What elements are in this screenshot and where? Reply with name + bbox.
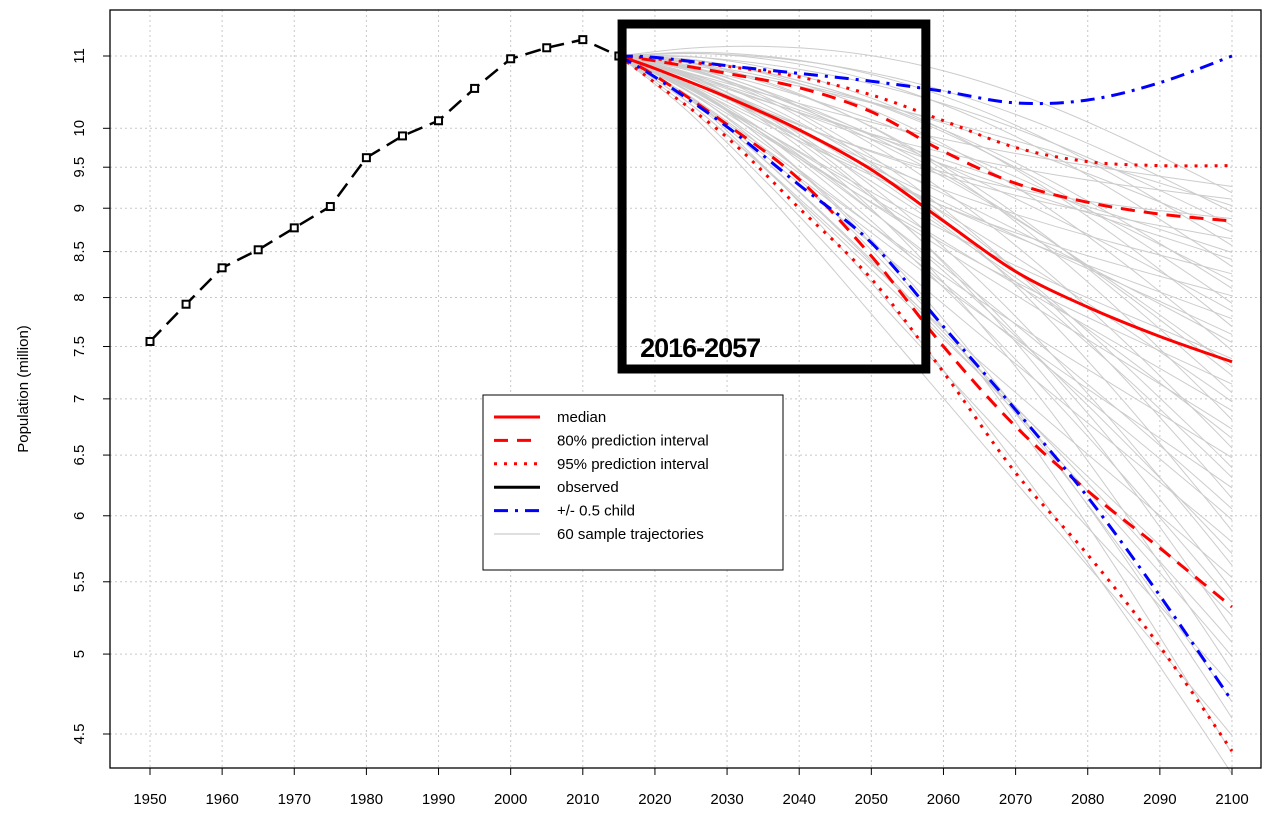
sample-trajectory-line — [618, 55, 1233, 403]
x-tick-label: 1980 — [350, 791, 383, 808]
sample-trajectory-line — [618, 55, 1233, 629]
sample-trajectory-line — [618, 55, 1233, 421]
sample-trajectory-line — [618, 55, 1233, 253]
sample-trajectory-line — [618, 55, 1233, 260]
sample-trajectory-line — [618, 55, 1233, 430]
x-tick-label: 2070 — [999, 791, 1032, 808]
y-tick-label: 7.5 — [71, 336, 88, 357]
y-tick-label: 9.5 — [71, 157, 88, 178]
sample-trajectory-line — [618, 55, 1233, 327]
legend-label: median — [557, 409, 606, 426]
observed-point — [289, 223, 299, 233]
observed-point — [434, 116, 444, 126]
observed-point — [397, 131, 407, 141]
series-line--0-5-child — [618, 54, 1234, 702]
y-axis-title: Population (million) — [15, 325, 32, 453]
legend-box — [482, 394, 784, 571]
observed-point — [542, 43, 552, 53]
sample-trajectory-line — [618, 55, 1233, 275]
x-tick-label: 2080 — [1071, 791, 1104, 808]
sample-trajectory-line — [618, 52, 1233, 268]
legend-label: 80% prediction interval — [557, 432, 709, 449]
x-tick-label: 1950 — [133, 791, 166, 808]
observed-point — [325, 202, 335, 212]
observed-point — [506, 54, 516, 64]
y-tick-label: 5.5 — [71, 571, 88, 592]
series-line-median — [618, 54, 1233, 364]
x-tick-label: 2060 — [927, 791, 960, 808]
sample-trajectory-line — [618, 55, 1233, 521]
legend-label: +/- 0.5 child — [557, 503, 635, 520]
x-tick-label: 1990 — [422, 791, 455, 808]
sample-trajectory-line — [618, 55, 1233, 687]
x-axis: 1950 1960 1970 1980 1990 2000 2010 2020 2030 2040… — [133, 768, 1249, 808]
y-tick-label: 9 — [71, 204, 88, 212]
observed-point — [181, 299, 191, 309]
series-line-95-prediction-interval — [618, 54, 1233, 168]
sample-trajectory-line — [618, 55, 1233, 736]
observed-point — [253, 245, 263, 255]
y-tick-label: 5 — [71, 650, 88, 658]
observed-point — [145, 336, 155, 346]
y-axis: 4.5 5 5.5 6 6.5 7 7.5 8 8.5 9 9.5 10 11 — [71, 48, 110, 744]
legend-label: observed — [557, 479, 619, 496]
y-tick-label: 8.5 — [71, 241, 88, 262]
legend-label: 95% prediction interval — [557, 456, 709, 473]
x-tick-label: 2040 — [783, 791, 816, 808]
y-tick-label: 10 — [71, 120, 88, 137]
x-tick-label: 2100 — [1215, 791, 1248, 808]
sample-trajectories — [618, 45, 1233, 775]
x-tick-label: 2010 — [566, 791, 599, 808]
sample-trajectory-line — [618, 55, 1233, 459]
sample-trajectory-line — [618, 55, 1233, 226]
series-line-80-prediction-interval — [618, 54, 1233, 223]
observed-point — [361, 153, 371, 163]
sample-trajectory-line — [618, 51, 1233, 247]
sample-trajectory-line — [618, 55, 1233, 187]
x-tick-label: 1970 — [278, 791, 311, 808]
sample-trajectory-line — [618, 45, 1233, 194]
x-tick-label: 2000 — [494, 791, 527, 808]
sample-trajectory-line — [618, 55, 1233, 289]
x-tick-label: 2090 — [1143, 791, 1176, 808]
sample-trajectory-line — [618, 55, 1233, 578]
y-tick-label: 4.5 — [71, 724, 88, 745]
series-lines — [149, 38, 1234, 752]
legend: median 80% prediction interval 95% predict… — [482, 394, 784, 571]
sample-trajectory-line — [618, 55, 1233, 412]
y-tick-label: 6 — [71, 512, 88, 520]
observed-point — [470, 83, 480, 93]
legend-label: 60 sample trajectories — [557, 526, 704, 543]
sample-trajectory-line — [618, 55, 1233, 207]
y-tick-label: 8 — [71, 293, 88, 301]
y-tick-label: 11 — [71, 48, 88, 64]
x-tick-label: 1960 — [205, 791, 238, 808]
sample-trajectory-line — [618, 55, 1233, 312]
y-tick-label: 7 — [71, 395, 88, 403]
sample-trajectory-line — [618, 55, 1233, 233]
highlight-rectangle — [617, 19, 931, 374]
observed-point — [217, 263, 227, 273]
sample-trajectory-line — [618, 55, 1233, 554]
sample-trajectory-line — [618, 55, 1233, 200]
sample-trajectory-line — [618, 55, 1233, 368]
x-tick-label: 2030 — [710, 791, 743, 808]
series-line-observed — [149, 38, 620, 343]
observed-point — [578, 35, 588, 45]
sample-trajectory-line — [618, 55, 1233, 343]
y-tick-label: 6.5 — [71, 445, 88, 466]
highlight-box: 2016-2057 — [617, 19, 931, 374]
series-line-80-prediction-interval — [618, 54, 1233, 609]
plot-frame — [109, 9, 1262, 769]
x-tick-label: 2020 — [638, 791, 671, 808]
x-tick-label: 2050 — [855, 791, 888, 808]
sample-trajectory-line — [618, 55, 1233, 297]
sample-trajectory-line — [618, 55, 1233, 282]
highlight-label: 2016-2057 — [640, 333, 760, 363]
